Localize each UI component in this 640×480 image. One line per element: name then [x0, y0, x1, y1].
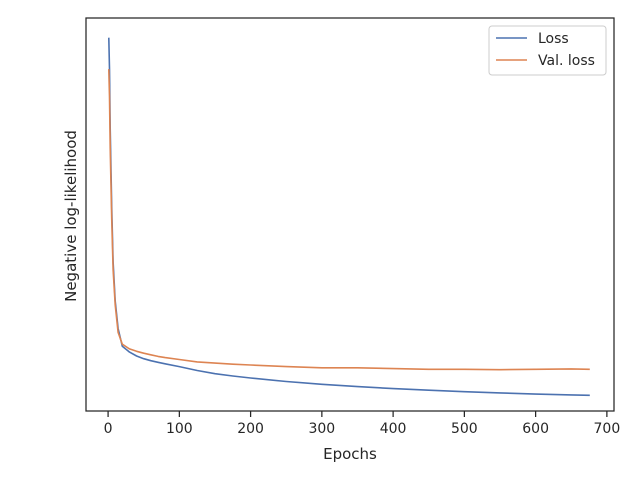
x-axis-label: Epochs — [323, 445, 377, 463]
x-tick-label-500: 500 — [451, 421, 478, 437]
x-tick-label-200: 200 — [237, 421, 264, 437]
x-axis-ticks: 0 100 200 300 400 500 600 700 — [104, 411, 621, 437]
plot-frame — [85, 17, 615, 412]
x-tick-label-400: 400 — [380, 421, 407, 437]
x-tick-label-100: 100 — [166, 421, 193, 437]
y-axis-label: Negative log-likelihood — [62, 130, 80, 302]
x-tick-label-600: 600 — [522, 421, 549, 437]
legend: Loss Val. loss — [488, 25, 607, 76]
legend-label-loss: Loss — [538, 31, 569, 47]
x-tick-label-300: 300 — [308, 421, 335, 437]
series-layer — [108, 37, 590, 397]
x-tick-label-0: 0 — [104, 421, 113, 437]
legend-label-val-loss: Val. loss — [538, 53, 595, 69]
series-line-val-loss — [108, 69, 590, 371]
plot-background — [86, 18, 614, 411]
x-tick-label-700: 700 — [594, 421, 621, 437]
